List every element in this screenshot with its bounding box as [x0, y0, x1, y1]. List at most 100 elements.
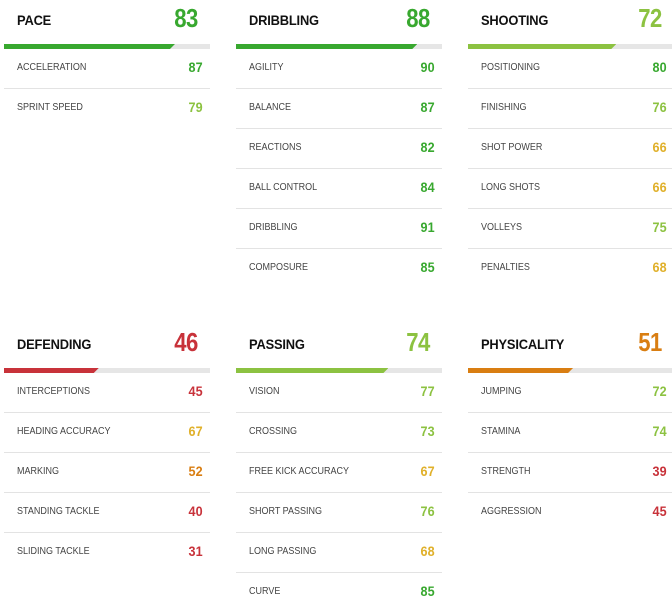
- stat-card-defending: DEFENDING 46 INTERCEPTIONS 45 HEADING ACCURA…: [4, 324, 210, 572]
- stat-card-shooting: SHOOTING 72 POSITIONING 80 FINISHING 76 SHOT P…: [468, 0, 672, 288]
- attribute-row: AGILITY 90: [236, 49, 442, 89]
- attribute-value: 84: [420, 179, 435, 195]
- rating-bar: [236, 44, 442, 49]
- rating-bar: [4, 44, 210, 49]
- attribute-row: REACTIONS 82: [236, 129, 442, 169]
- rating-bar-fill: [4, 368, 99, 373]
- attribute-row: STAMINA 74: [468, 413, 672, 453]
- category-rating: 83: [174, 3, 198, 33]
- attribute-value: 82: [420, 139, 435, 155]
- attribute-row: PENALTIES 68: [468, 249, 672, 288]
- attribute-label: LONG SHOTS: [481, 182, 541, 193]
- attribute-value: 68: [420, 543, 435, 559]
- attribute-value: 76: [420, 503, 435, 519]
- attribute-row: LONG PASSING 68: [236, 533, 442, 573]
- attribute-value: 79: [188, 99, 203, 115]
- attribute-label: MARKING: [17, 466, 60, 477]
- attribute-label: AGGRESSION: [481, 506, 542, 517]
- attribute-value: 68: [652, 259, 667, 275]
- attribute-value: 87: [420, 99, 435, 115]
- attribute-value: 67: [420, 463, 435, 479]
- attribute-label: BALANCE: [249, 102, 292, 113]
- attribute-row: VISION 77: [236, 373, 442, 413]
- attribute-value: 31: [188, 543, 203, 559]
- rating-bar: [236, 368, 442, 373]
- attribute-row: SHOT POWER 66: [468, 129, 672, 169]
- attribute-label: STANDING TACKLE: [17, 506, 100, 517]
- attribute-label: BALL CONTROL: [249, 182, 318, 193]
- attribute-row: FREE KICK ACCURACY 67: [236, 453, 442, 493]
- rating-bar-fill: [468, 368, 573, 373]
- rating-bar-fill: [4, 44, 175, 49]
- attribute-row: HEADING ACCURACY 67: [4, 413, 210, 453]
- attribute-value: 66: [652, 139, 667, 155]
- stat-card-header: PASSING 74: [236, 324, 442, 368]
- attribute-row: CROSSING 73: [236, 413, 442, 453]
- rating-bar: [468, 44, 672, 49]
- attribute-row: STRENGTH 39: [468, 453, 672, 493]
- attribute-value: 90: [420, 59, 435, 75]
- attribute-value: 45: [652, 503, 667, 519]
- attribute-row: ACCELERATION 87: [4, 49, 210, 89]
- stat-card-physicality: PHYSICALITY 51 JUMPING 72 STAMINA 74 STRENGTH 3…: [468, 324, 672, 532]
- attribute-value: 76: [652, 99, 667, 115]
- attribute-value: 77: [420, 383, 435, 399]
- stat-card-header: PACE 83: [4, 0, 210, 44]
- attribute-row: SLIDING TACKLE 31: [4, 533, 210, 572]
- stat-card-header: DEFENDING 46: [4, 324, 210, 368]
- attribute-label: ACCELERATION: [17, 62, 87, 73]
- attribute-label: CROSSING: [249, 426, 298, 437]
- attribute-value: 91: [420, 219, 435, 235]
- category-rating: 46: [174, 327, 198, 357]
- category-title: SHOOTING: [481, 12, 549, 28]
- rating-bar-fill: [236, 44, 417, 49]
- rating-bar: [468, 368, 672, 373]
- attribute-label: HEADING ACCURACY: [17, 426, 111, 437]
- attribute-label: REACTIONS: [249, 142, 302, 153]
- attribute-value: 75: [652, 219, 667, 235]
- attribute-row: POSITIONING 80: [468, 49, 672, 89]
- attribute-value: 85: [420, 583, 435, 599]
- attribute-label: STAMINA: [481, 426, 521, 437]
- attribute-value: 80: [652, 59, 667, 75]
- category-rating: 74: [406, 327, 430, 357]
- attribute-value: 66: [652, 179, 667, 195]
- attribute-value: 73: [420, 423, 435, 439]
- attribute-row: VOLLEYS 75: [468, 209, 672, 249]
- attribute-row: CURVE 85: [236, 573, 442, 612]
- attribute-label: INTERCEPTIONS: [17, 386, 91, 397]
- attribute-value: 72: [652, 383, 667, 399]
- attribute-row: BALL CONTROL 84: [236, 169, 442, 209]
- attribute-label: DRIBBLING: [249, 222, 298, 233]
- attribute-label: SHOT POWER: [481, 142, 543, 153]
- stat-card-passing: PASSING 74 VISION 77 CROSSING 73 FREE KICK ACC…: [236, 324, 442, 612]
- stat-card-pace: PACE 83 ACCELERATION 87 SPRINT SPEED 79: [4, 0, 210, 128]
- attribute-label: SHORT PASSING: [249, 506, 323, 517]
- attribute-row: INTERCEPTIONS 45: [4, 373, 210, 413]
- attribute-value: 45: [188, 383, 203, 399]
- attribute-row: LONG SHOTS 66: [468, 169, 672, 209]
- attribute-label: SPRINT SPEED: [17, 102, 83, 113]
- attribute-label: POSITIONING: [481, 62, 541, 73]
- category-title: DRIBBLING: [249, 12, 319, 28]
- stat-card-header: SHOOTING 72: [468, 0, 672, 44]
- category-title: DEFENDING: [17, 336, 92, 352]
- stat-card-header: DRIBBLING 88: [236, 0, 442, 44]
- stat-card-dribbling: DRIBBLING 88 AGILITY 90 BALANCE 87 REACTIONS 82…: [236, 0, 442, 288]
- attribute-label: JUMPING: [481, 386, 522, 397]
- attribute-value: 87: [188, 59, 203, 75]
- category-title: PACE: [17, 12, 52, 28]
- attribute-value: 67: [188, 423, 203, 439]
- attribute-row: BALANCE 87: [236, 89, 442, 129]
- attribute-label: COMPOSURE: [249, 262, 309, 273]
- category-rating: 72: [638, 3, 662, 33]
- rating-bar-fill: [236, 368, 388, 373]
- attribute-value: 85: [420, 259, 435, 275]
- attribute-row: DRIBBLING 91: [236, 209, 442, 249]
- attribute-row: SPRINT SPEED 79: [4, 89, 210, 128]
- attribute-row: STANDING TACKLE 40: [4, 493, 210, 533]
- category-rating: 51: [638, 327, 662, 357]
- rating-bar-fill: [468, 44, 616, 49]
- attribute-value: 39: [652, 463, 667, 479]
- rating-bar: [4, 368, 210, 373]
